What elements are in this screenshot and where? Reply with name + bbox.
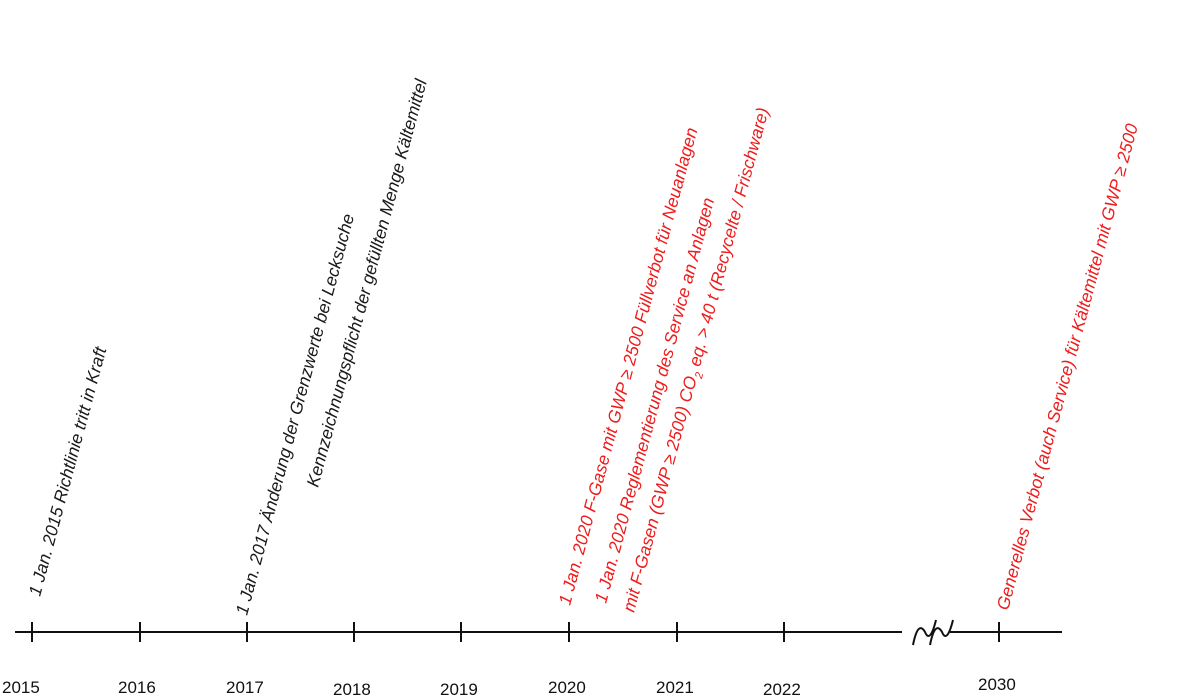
axis-break-symbol xyxy=(912,619,954,646)
event-2015-text: 1 Jan. 2015 Richtlinie tritt in Kraft xyxy=(25,344,111,598)
event-2020-service-line2: mit F-Gasen (GWP ≥ 2500) CO2 eq. > 40 t … xyxy=(619,105,777,615)
year-label-2017: 2017 xyxy=(226,678,264,697)
event-2017: 1 Jan. 2017 Änderung der Grenzwerte bei … xyxy=(232,76,432,617)
year-label-2016: 2016 xyxy=(118,678,156,697)
year-label-2015: 2015 xyxy=(2,678,40,697)
event-2015: 1 Jan. 2015 Richtlinie tritt in Kraft xyxy=(25,344,111,598)
year-label-2022: 2022 xyxy=(763,680,801,699)
co2-subscript: 2 xyxy=(693,371,706,381)
axis-ticks xyxy=(31,622,1000,642)
year-label-2030: 2030 xyxy=(978,675,1016,694)
year-labels: 2015 2016 2017 2018 2019 2020 2021 2022 … xyxy=(2,675,1016,699)
year-label-2019: 2019 xyxy=(440,680,478,699)
year-label-2018: 2018 xyxy=(333,680,371,699)
event-2030-text: Generelles Verbot (auch Service) für Käl… xyxy=(993,121,1142,612)
year-label-2020: 2020 xyxy=(548,678,586,697)
timeline-axis xyxy=(15,619,1062,646)
event-2030: Generelles Verbot (auch Service) für Käl… xyxy=(993,121,1142,612)
year-label-2021: 2021 xyxy=(656,678,694,697)
